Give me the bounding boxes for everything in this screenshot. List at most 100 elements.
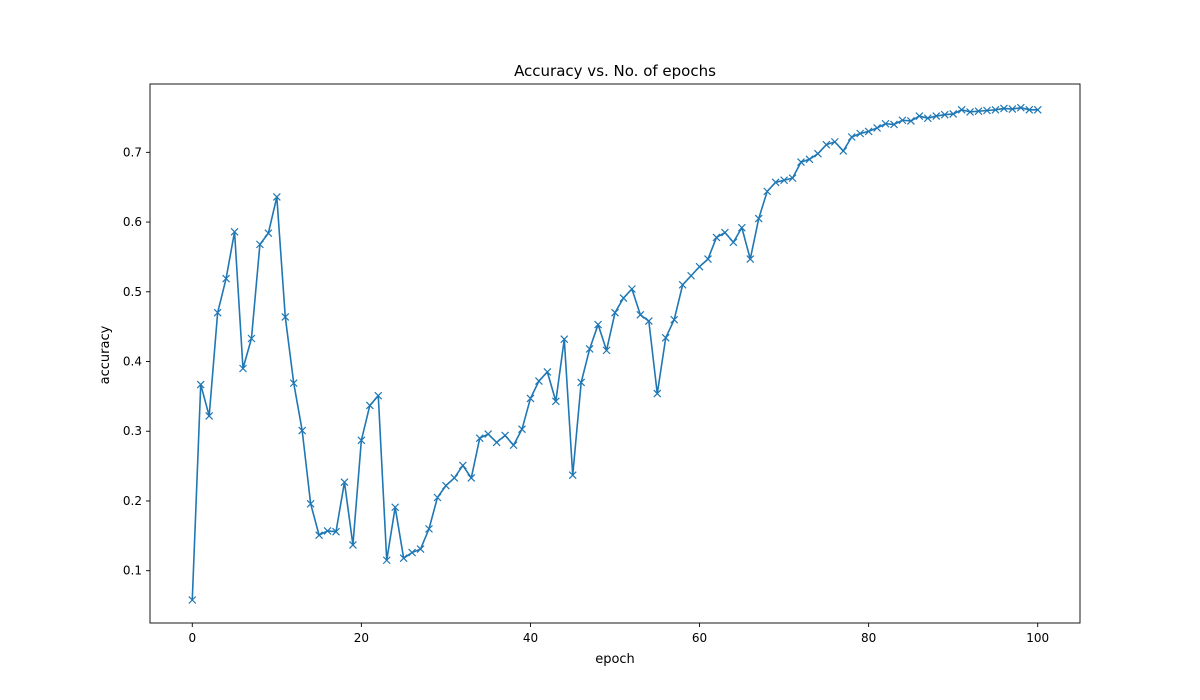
y-tick-label: 0.5 [123, 285, 142, 299]
data-point [188, 596, 197, 604]
data-point-stroke [1033, 105, 1042, 114]
data-point [636, 310, 645, 319]
data-point [551, 397, 560, 406]
data-point-stroke [1025, 105, 1034, 114]
data-point [289, 379, 298, 388]
data-point [323, 527, 332, 535]
data-point-stroke [830, 137, 839, 146]
data-point [340, 478, 349, 487]
data-point [805, 155, 814, 164]
data-point [873, 124, 882, 132]
data-point [940, 110, 949, 119]
data-point [644, 317, 653, 326]
data-point-stroke [518, 425, 526, 434]
data-point [281, 312, 290, 321]
data-point-stroke [873, 124, 882, 132]
data-point [890, 120, 898, 129]
data-point-stroke [230, 227, 239, 236]
data-point [983, 106, 991, 115]
data-point-stroke [441, 481, 450, 490]
x-tick-label: 20 [354, 631, 369, 645]
data-point-stroke [391, 503, 400, 512]
data-point [450, 474, 459, 482]
data-point [780, 176, 789, 185]
data-point-stroke [636, 310, 645, 319]
x-tick-label: 40 [523, 631, 538, 645]
data-point [230, 227, 239, 236]
data-point-stroke [847, 133, 856, 141]
data-point [915, 112, 924, 120]
y-tick-label: 0.7 [123, 145, 142, 159]
data-point-stroke [864, 127, 873, 136]
data-point [247, 334, 256, 343]
data-point [754, 214, 763, 223]
data-point [932, 112, 941, 120]
data-point-stroke [983, 106, 991, 115]
data-point [239, 364, 247, 373]
data-point [729, 238, 738, 247]
data-point [425, 524, 433, 533]
data-point-stroke [881, 119, 890, 128]
data-point [771, 178, 780, 187]
data-point [949, 110, 958, 118]
data-point [255, 240, 264, 249]
data-point [391, 503, 400, 512]
plot-frame [149, 83, 1081, 624]
data-point-stroke [416, 545, 425, 554]
data-point [568, 471, 577, 480]
data-point [720, 228, 729, 237]
data-point [822, 140, 831, 149]
data-point-stroke [348, 540, 357, 549]
data-point-stroke [1008, 105, 1017, 114]
data-point [999, 104, 1008, 113]
data-point-stroke [408, 548, 417, 557]
data-point [1008, 105, 1017, 114]
data-point-stroke [644, 317, 653, 326]
data-point [526, 394, 535, 403]
data-point-stroke [763, 187, 772, 196]
data-point [298, 426, 307, 435]
data-point [653, 389, 662, 398]
data-point-stroke [196, 380, 205, 389]
x-tick-label: 80 [861, 631, 876, 645]
data-point-stroke [746, 255, 755, 263]
data-point-stroke [357, 436, 366, 445]
data-point [416, 545, 425, 554]
data-point-stroke [332, 527, 340, 536]
data-point-stroke [839, 147, 848, 155]
data-point [737, 223, 746, 232]
data-point [813, 149, 822, 158]
data-point [315, 531, 324, 540]
data-point-stroke [585, 345, 594, 353]
data-point-stroke [754, 214, 763, 223]
data-point [348, 540, 357, 549]
data-point-stroke [957, 105, 966, 114]
data-point [399, 554, 408, 563]
data-point [365, 401, 374, 410]
data-point-stroke [966, 107, 975, 116]
data-point-stroke [205, 411, 214, 420]
data-point-stroke [932, 112, 941, 120]
data-point [839, 147, 848, 155]
data-point [467, 474, 476, 482]
data-point [923, 114, 932, 123]
data-point-stroke [281, 312, 290, 321]
data-point-stroke [560, 335, 569, 344]
data-point [704, 255, 712, 263]
data-point-stroke [255, 240, 264, 249]
data-point-stroke [551, 397, 560, 406]
data-point [974, 107, 983, 116]
data-point-stroke [999, 104, 1008, 113]
data-point [991, 105, 1000, 114]
data-point-stroke [822, 140, 831, 149]
data-point [272, 193, 281, 201]
chart-title: Accuracy vs. No. of epochs [514, 62, 716, 80]
data-point [306, 499, 315, 508]
data-point-stroke [526, 394, 535, 403]
data-point [661, 333, 670, 342]
data-point [433, 493, 442, 502]
data-point-stroke [501, 431, 510, 440]
data-point-stroke [458, 461, 467, 470]
data-point [602, 346, 611, 355]
data-point-stroke [315, 531, 324, 540]
